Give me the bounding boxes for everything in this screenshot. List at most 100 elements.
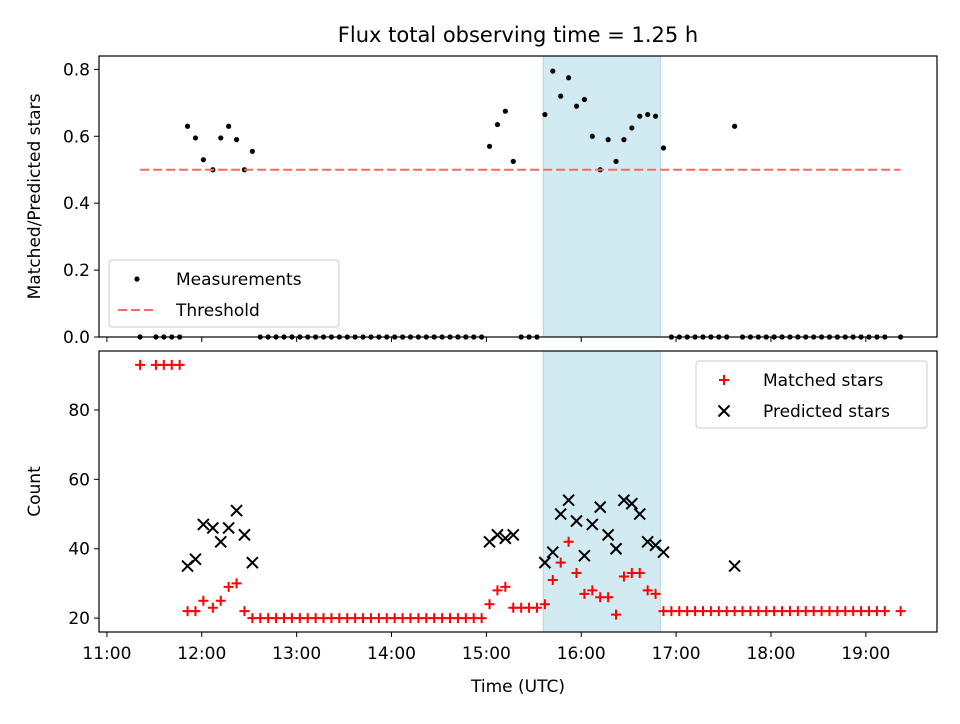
predicted-star-point (246, 556, 259, 569)
legend-matched-marker (719, 375, 729, 385)
bottom-x-tick-label: 16:00 (557, 644, 606, 664)
bottom-x-tick-label: 17:00 (652, 644, 701, 664)
predicted-star-point (230, 504, 243, 517)
predicted-star-point (657, 546, 670, 559)
predicted-star-point (546, 546, 559, 559)
predicted-star-point (601, 528, 615, 542)
matched-star-point (500, 581, 511, 592)
predicted-star-point (570, 514, 583, 528)
matched-star-point (547, 574, 558, 585)
top-y-tick-label: 0.0 (63, 328, 90, 348)
measurement-point (200, 157, 206, 163)
predicted-star-point (538, 556, 552, 569)
matched-star-point (531, 602, 542, 613)
legend-predicted-marker (717, 404, 731, 418)
matched-star-point (239, 606, 250, 617)
measurement-point (581, 96, 588, 103)
measurement-point (184, 123, 191, 129)
predicted-star-point (189, 552, 202, 566)
top-y-tick-label: 0.2 (63, 261, 90, 281)
matched-star-point (223, 581, 234, 592)
matched-star-point (198, 595, 209, 606)
matched-star-point (611, 609, 622, 620)
matched-star-point (634, 568, 645, 579)
predicted-star-point (578, 549, 591, 562)
matched-star-point (135, 359, 146, 370)
bottom-x-tick-label: 18:00 (746, 644, 795, 664)
top-legend: Measurements Threshold (108, 259, 340, 328)
matched-star-point (555, 557, 566, 568)
measurement-point (652, 113, 659, 119)
bottom-y-tick-label: 60 (68, 470, 90, 490)
matched-star-point (571, 568, 582, 579)
matched-star-point (618, 571, 629, 582)
bottom-y-tick-label: 20 (68, 609, 90, 629)
bottom-legend-box (695, 360, 928, 429)
predicted-star-point (197, 518, 210, 531)
predicted-star-point (609, 542, 623, 555)
matched-star-point (174, 359, 185, 370)
matched-star-point (579, 588, 590, 599)
measurement-point (510, 158, 516, 164)
measurement-point (589, 133, 595, 139)
predicted-star-point (214, 535, 227, 549)
measurement-point (645, 111, 651, 118)
matched-star-point (215, 595, 226, 606)
bottom-x-tick-label: 14:00 (367, 644, 416, 664)
predicted-star-point (625, 497, 639, 510)
measurement-point (226, 123, 232, 129)
top-panel: 0.0 0.2 0.4 0.6 0.8 Matched/Predicted stars Me… (25, 55, 938, 348)
predicted-star-point (491, 528, 504, 542)
top-y-tick-label: 0.8 (63, 60, 90, 80)
bottom-panel: 20 40 60 80 11:00 12:00 13:00 14:00 15:00 16:00 17… (25, 350, 938, 697)
bottom-x-tick-label: 11:00 (82, 644, 131, 664)
predicted-star-point (728, 559, 741, 573)
bottom-axes-frame (98, 350, 938, 633)
bottom-data-layer (135, 359, 906, 624)
chart-title: Flux total observing time = 1.25 h (338, 23, 698, 47)
matched-star-point (484, 599, 495, 610)
matched-star-point (207, 602, 218, 613)
top-highlight-band (542, 55, 661, 338)
matched-star-point (190, 606, 201, 617)
measurement-point (613, 158, 619, 164)
predicted-star-point (633, 507, 646, 521)
top-legend-box (108, 259, 340, 328)
top-y-axis-label: Matched/Predicted stars (25, 93, 45, 299)
bottom-legend-label: Predicted stars (763, 402, 890, 422)
measurement-point (558, 93, 564, 99)
measurement-point (629, 125, 635, 131)
legend-measurement-marker (134, 276, 140, 282)
predicted-star-point (562, 493, 575, 507)
measurement-point (605, 137, 611, 143)
top-y-tick-label: 0.4 (63, 194, 90, 214)
top-legend-label: Measurements (176, 270, 302, 290)
measurement-point (660, 145, 667, 151)
predicted-star-point (617, 493, 631, 507)
measurement-point (621, 137, 627, 143)
top-legend-label: Threshold (175, 301, 260, 321)
predicted-star-point (554, 507, 567, 521)
matched-star-point (895, 606, 906, 617)
measurement-point (637, 113, 643, 119)
matched-star-point (642, 585, 653, 596)
measurement-point (573, 103, 580, 109)
predicted-star-point (594, 500, 607, 514)
measurement-point (192, 135, 199, 141)
bottom-y-axis-label: Count (25, 466, 45, 517)
measurement-point (218, 135, 224, 141)
bottom-legend: Matched stars Predicted stars (695, 360, 928, 429)
measurement-point (732, 123, 738, 129)
measurement-point (486, 143, 493, 149)
matched-star-point (587, 585, 598, 596)
measurement-point (233, 137, 240, 143)
predicted-star-point (586, 518, 599, 531)
matched-star-point (231, 578, 242, 589)
matched-star-point (603, 592, 614, 603)
predicted-star-point (499, 532, 512, 545)
predicted-star-point (238, 528, 251, 542)
matched-star-point (650, 588, 661, 599)
measurement-point (502, 108, 508, 114)
